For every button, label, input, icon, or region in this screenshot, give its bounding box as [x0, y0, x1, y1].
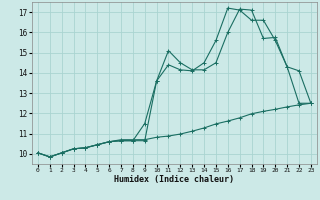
- X-axis label: Humidex (Indice chaleur): Humidex (Indice chaleur): [115, 175, 234, 184]
